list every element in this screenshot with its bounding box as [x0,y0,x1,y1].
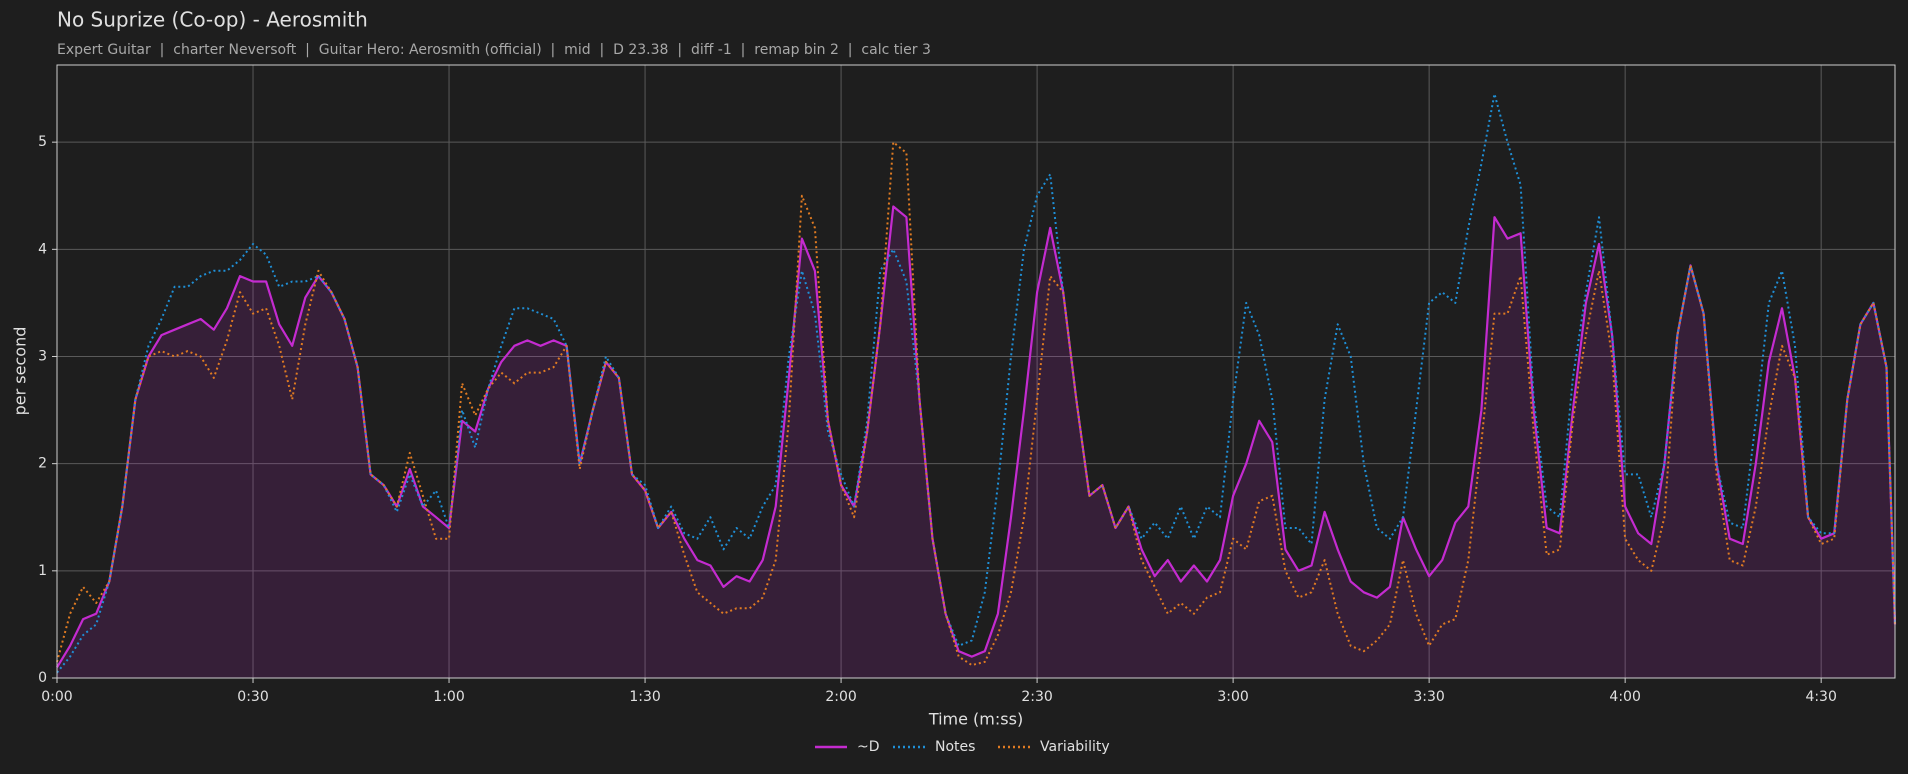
plot-area [57,65,1895,678]
y-tick-label: 0 [38,670,47,686]
legend-label: ~D [857,739,880,755]
x-tick-label: 0:00 [41,689,72,705]
y-axis-label: per second [11,327,30,416]
legend: ~D Notes Variability [815,739,1110,755]
x-axis-label: Time (m:ss) [928,710,1023,729]
series-line [56,92,1896,674]
x-tick-label: 0:30 [237,689,268,705]
chart-title: No Suprize (Co-op) - Aerosmith [57,8,368,32]
chart-subtitle: Expert Guitar | charter Neversoft | Guit… [57,42,931,58]
y-tick-label: 3 [38,348,47,364]
y-tick-label: 4 [38,241,47,257]
x-tick-label: 1:30 [629,689,660,705]
x-tick-label: 2:30 [1021,689,1052,705]
x-tick-label: 3:30 [1413,689,1444,705]
x-tick-label: 4:30 [1805,689,1836,705]
y-tick-label: 2 [38,456,47,472]
series-line [56,205,1897,668]
y-tick-label: 1 [38,563,47,579]
series-area [57,206,1895,678]
plot-border [56,64,1896,679]
x-tick-label: 2:00 [825,689,856,705]
legend-label: Variability [1040,739,1110,755]
x-tick-label: 4:00 [1609,689,1640,705]
x-tick-label: 1:00 [433,689,464,705]
series-line [56,141,1896,667]
y-tick-label: 5 [38,134,47,150]
legend-label: Notes [935,739,975,755]
x-tick-label: 3:00 [1217,689,1248,705]
